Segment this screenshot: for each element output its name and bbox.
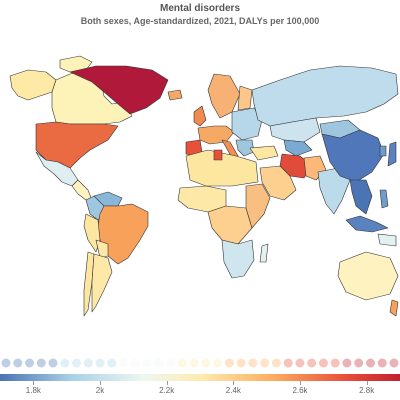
region-venezuela[interactable]: [93, 191, 123, 207]
legend-dot: [142, 358, 152, 368]
legend-dot: [72, 358, 82, 368]
legend-dot: [389, 358, 399, 368]
legend-dot: [177, 358, 187, 368]
legend-dot: [25, 358, 35, 368]
world-map: [9, 55, 399, 317]
region-argentina[interactable]: [91, 253, 113, 313]
legend-dot: [95, 358, 105, 368]
legend-tick-label: 2.6k: [292, 386, 308, 395]
legend-dot: [60, 358, 70, 368]
legend-dot: [365, 358, 375, 368]
region-tunisia[interactable]: [213, 149, 223, 161]
region-central-america[interactable]: [71, 179, 93, 201]
region-philippines[interactable]: [379, 189, 389, 209]
region-new-guinea[interactable]: [377, 233, 397, 247]
legend-dot: [130, 358, 140, 368]
legend-tick-mark: [233, 381, 235, 385]
legend-dot: [295, 358, 305, 368]
map-subtitle: Both sexes, Age-standardized, 2021, DALY…: [80, 16, 320, 26]
legend-dot: [271, 358, 281, 368]
region-central-asia[interactable]: [283, 139, 313, 157]
legend-dot: [377, 358, 387, 368]
region-se-asia[interactable]: [349, 179, 373, 215]
region-arabia[interactable]: [259, 165, 297, 201]
region-australia[interactable]: [337, 251, 399, 301]
legend-dot: [189, 358, 199, 368]
legend-dot: [318, 358, 328, 368]
legend-dot: [236, 358, 246, 368]
legend-tick-label: 2.4k: [225, 386, 241, 395]
legend-dot: [1, 358, 11, 368]
region-balkans[interactable]: [235, 139, 255, 157]
legend-dot: [213, 358, 223, 368]
legend-dot: [166, 358, 176, 368]
legend-dot: [83, 358, 93, 368]
legend-dot: [154, 358, 164, 368]
legend-dot: [36, 358, 46, 368]
region-southern-africa[interactable]: [221, 239, 255, 279]
legend-dot: [307, 358, 317, 368]
region-iceland[interactable]: [167, 89, 183, 101]
region-china[interactable]: [321, 129, 385, 183]
region-finland[interactable]: [237, 85, 253, 111]
legend-dot: [13, 358, 23, 368]
legend-tick-label: 2k: [95, 386, 105, 395]
region-madagascar[interactable]: [259, 243, 269, 263]
region-russia[interactable]: [251, 65, 399, 127]
legend-dot: [107, 358, 117, 368]
region-eastern-europe[interactable]: [231, 107, 263, 141]
color-scale-ticks: 1.8k 2k 2.2k 2.4k 2.6k 2.8k: [0, 381, 400, 400]
region-alaska[interactable]: [9, 69, 57, 101]
legend-tick-label: 1.8k: [25, 386, 41, 395]
legend-dot: [201, 358, 211, 368]
region-peru[interactable]: [83, 213, 101, 253]
legend-dot: [224, 358, 234, 368]
legend-tick-mark: [300, 381, 301, 385]
legend-dot: [330, 358, 340, 368]
region-uk[interactable]: [193, 105, 207, 127]
legend-dot: [283, 358, 293, 368]
legend-tick-mark: [100, 381, 101, 385]
region-turkey[interactable]: [249, 145, 279, 161]
region-scandinavia[interactable]: [207, 73, 241, 119]
legend-country-dots: [1, 358, 399, 368]
legend-dot: [342, 358, 352, 368]
region-western-europe[interactable]: [197, 125, 235, 145]
region-bolivia[interactable]: [95, 239, 109, 259]
region-greenland[interactable]: [69, 65, 169, 115]
legend-dot: [260, 358, 270, 368]
legend-tick-mark: [366, 381, 368, 385]
region-east-africa[interactable]: [245, 183, 271, 229]
map-title: Mental disorders: [159, 3, 241, 14]
region-new-zealand[interactable]: [389, 299, 399, 317]
legend-tick-mark: [33, 381, 35, 385]
legend-dot: [248, 358, 258, 368]
legend-tick-mark: [166, 381, 168, 385]
region-italy[interactable]: [221, 139, 239, 159]
color-scale-bar: [0, 374, 400, 381]
region-kazakhstan[interactable]: [269, 117, 321, 143]
legend-dot: [354, 358, 364, 368]
region-japan[interactable]: [387, 141, 397, 167]
region-korea[interactable]: [379, 145, 387, 157]
region-indonesia[interactable]: [345, 215, 389, 233]
legend-dot: [48, 358, 58, 368]
legend-dot: [119, 358, 129, 368]
legend-tick-label: 2.2k: [159, 386, 175, 395]
legend-tick-label: 2.8k: [359, 386, 375, 395]
region-central-africa[interactable]: [207, 205, 253, 245]
